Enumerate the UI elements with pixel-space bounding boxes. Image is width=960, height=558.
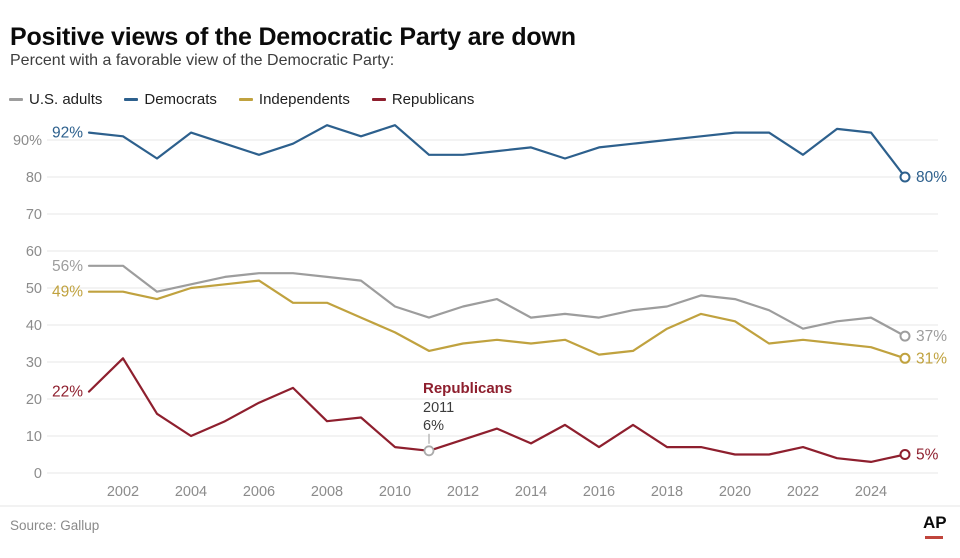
x-axis-label: 2024 bbox=[855, 484, 887, 500]
legend-label: Democrats bbox=[144, 91, 217, 108]
x-axis-label: 2016 bbox=[583, 484, 615, 500]
ap-logo: AP bbox=[923, 511, 947, 539]
chart-subtitle: Percent with a favorable view of the Dem… bbox=[10, 52, 395, 69]
legend-item-democrats: Democrats bbox=[124, 91, 217, 108]
y-axis-label: 50 bbox=[26, 281, 42, 297]
series-line-independents bbox=[87, 279, 907, 360]
legend-item-u-s-adults: U.S. adults bbox=[9, 91, 102, 108]
x-axis-label: 2014 bbox=[515, 484, 547, 500]
legend-swatch-independents bbox=[238, 98, 253, 101]
legend-item-independents: Independents bbox=[238, 91, 350, 108]
x-axis-label: 2006 bbox=[243, 484, 275, 500]
legend: U.S. adults Democrats Independents Republic… bbox=[9, 91, 474, 108]
y-axis-label: 90% bbox=[13, 133, 42, 149]
legend-swatch-democrats bbox=[124, 98, 139, 101]
series-start-label-independents: 49% bbox=[52, 284, 83, 301]
series-start-label-u-s-adults: 56% bbox=[52, 258, 83, 275]
legend-swatch-republicans bbox=[371, 98, 386, 101]
series-end-marker-u-s-adults bbox=[899, 330, 911, 342]
series-end-marker-democrats bbox=[899, 171, 911, 183]
ap-logo-underline bbox=[925, 535, 943, 539]
annotation-series-label: Republicans bbox=[423, 380, 512, 397]
y-axis-label: 60 bbox=[26, 244, 42, 260]
annotation-value-label: 6% bbox=[423, 418, 444, 434]
series-start-label-republicans: 22% bbox=[52, 384, 83, 401]
page-title: Positive views of the Democratic Party a… bbox=[10, 22, 576, 51]
x-axis-label: 2010 bbox=[379, 484, 411, 500]
y-axis-label: 40 bbox=[26, 318, 42, 334]
legend-item-republicans: Republicans bbox=[371, 91, 475, 108]
annotation-point-marker bbox=[423, 445, 435, 457]
series-end-marker-republicans bbox=[899, 449, 911, 460]
x-axis-label: 2022 bbox=[787, 484, 819, 500]
x-axis-label: 2002 bbox=[107, 484, 139, 500]
series-start-label-democrats: 92% bbox=[52, 125, 83, 142]
series-line-republicans bbox=[87, 357, 907, 463]
series-end-marker-independents bbox=[899, 352, 911, 364]
y-axis-label: 80 bbox=[26, 170, 42, 186]
y-axis-label: 20 bbox=[26, 392, 42, 408]
x-axis-label: 2018 bbox=[651, 484, 683, 500]
y-axis-label: 30 bbox=[26, 355, 42, 371]
ap-logo-text: AP bbox=[923, 513, 947, 532]
x-axis-label: 2012 bbox=[447, 484, 479, 500]
series-line-democrats bbox=[87, 124, 907, 179]
legend-label: Republicans bbox=[391, 91, 475, 108]
y-axis-label: 10 bbox=[26, 429, 42, 445]
annotation-year-label: 2011 bbox=[423, 400, 454, 416]
y-axis-label: 70 bbox=[26, 207, 42, 223]
legend-swatch-u-s-adults bbox=[9, 98, 23, 101]
series-end-label-democrats: 80% bbox=[916, 169, 947, 186]
series-end-label-republicans: 5% bbox=[916, 447, 939, 464]
series-end-label-independents: 31% bbox=[916, 350, 947, 367]
series-end-label-u-s-adults: 37% bbox=[916, 328, 947, 345]
legend-label: Independents bbox=[258, 91, 350, 108]
source-credit: Source: Gallup bbox=[10, 518, 100, 533]
x-axis-label: 2004 bbox=[175, 484, 207, 500]
x-axis-label: 2008 bbox=[311, 484, 343, 500]
legend-label: U.S. adults bbox=[29, 91, 103, 108]
series-line-u-s-adults bbox=[87, 264, 907, 338]
x-axis-label: 2020 bbox=[719, 484, 751, 500]
y-axis-label: 0 bbox=[34, 466, 42, 482]
